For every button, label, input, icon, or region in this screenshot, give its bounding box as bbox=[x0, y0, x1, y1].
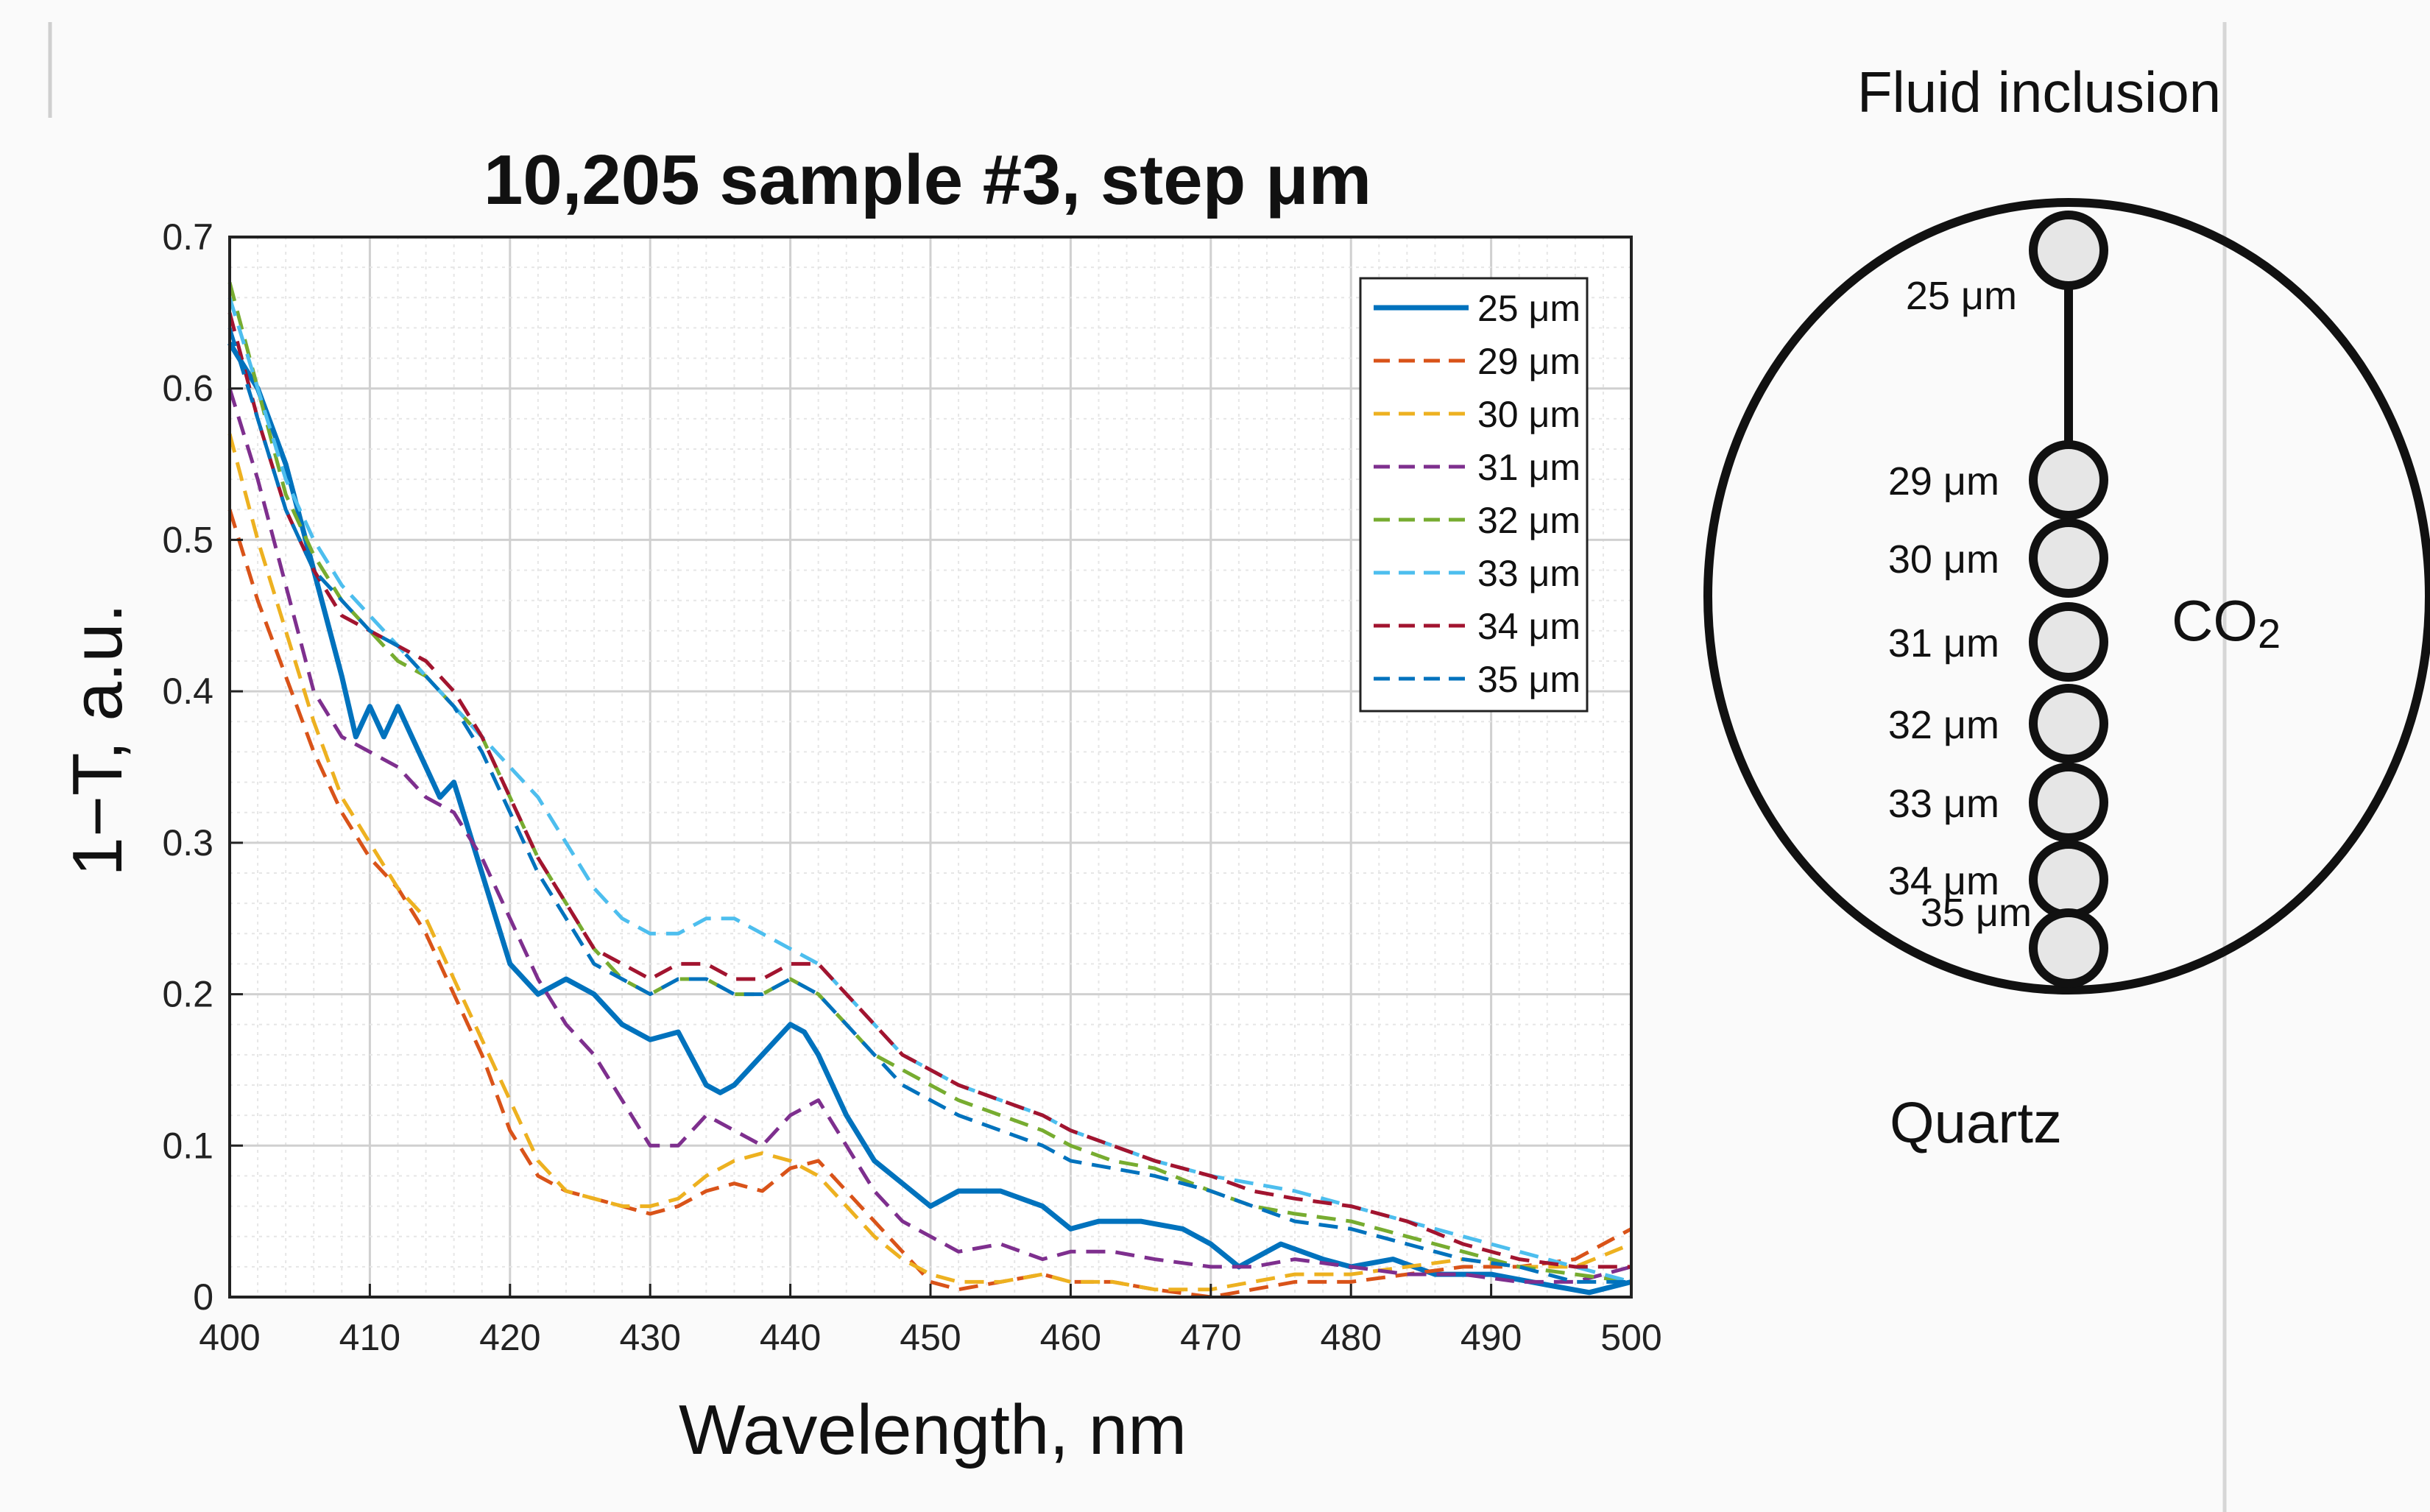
x-tick-label: 420 bbox=[479, 1317, 540, 1358]
y-tick-label: 0.7 bbox=[162, 216, 213, 258]
measurement-point-label: 33 μm bbox=[1888, 782, 1999, 826]
series-line-3 bbox=[227, 433, 1632, 1292]
measurement-point bbox=[2029, 908, 2108, 988]
measurement-point bbox=[2029, 763, 2108, 842]
legend: 25 μm 29 μm 30 μm 31 μm 32 μm 33 μm 34 μm 35 μm bbox=[1359, 277, 1589, 713]
y-tick-label: 0 bbox=[193, 1276, 213, 1318]
legend-label: 30 μm bbox=[1477, 394, 1580, 435]
series-line-4 bbox=[227, 387, 1632, 1284]
x-tick-label: 450 bbox=[900, 1317, 961, 1358]
y-tick-label: 0.6 bbox=[162, 368, 213, 409]
measurement-point bbox=[2029, 440, 2108, 520]
x-axis-label: Wavelength, nm bbox=[679, 1391, 1187, 1469]
series-group bbox=[227, 282, 1633, 1299]
measurement-point-label: 34 μm bbox=[1888, 859, 1999, 903]
measurement-point bbox=[2029, 684, 2108, 763]
x-tick-label: 460 bbox=[1040, 1317, 1101, 1358]
measurement-point bbox=[2029, 518, 2108, 598]
x-tick-label: 500 bbox=[1600, 1317, 1661, 1358]
ticks: 400 410 420 430 440 450 460 470 480 490 500 0 0.1 0.2… bbox=[162, 216, 1661, 1358]
legend-label: 35 μm bbox=[1477, 659, 1580, 700]
measurement-point-label: 35 μm bbox=[1921, 891, 2032, 935]
y-tick-label: 0.3 bbox=[162, 822, 213, 863]
gas-label: CO2 bbox=[2172, 588, 2281, 657]
legend-label: 34 μm bbox=[1477, 606, 1580, 647]
x-tick-label: 430 bbox=[619, 1317, 680, 1358]
y-tick-label: 0.2 bbox=[162, 974, 213, 1015]
x-tick-label: 440 bbox=[760, 1317, 821, 1358]
measurement-point-label: 25 μm bbox=[1906, 274, 2017, 318]
series-line-7 bbox=[227, 312, 1631, 1269]
y-tick-label: 0.4 bbox=[162, 671, 213, 712]
x-tick-label: 480 bbox=[1320, 1317, 1381, 1358]
x-tick-label: 400 bbox=[199, 1317, 260, 1358]
chart-title: 10,205 sample #3, step μm bbox=[484, 141, 1371, 219]
measurement-point bbox=[2029, 840, 2108, 919]
series-line-5 bbox=[227, 282, 1632, 1284]
diagram-title: Fluid inclusion bbox=[1857, 60, 2221, 124]
x-tick-label: 470 bbox=[1180, 1317, 1241, 1358]
x-tick-label: 410 bbox=[339, 1317, 400, 1358]
legend-label: 29 μm bbox=[1477, 341, 1580, 382]
x-tick-label: 490 bbox=[1461, 1317, 1522, 1358]
host-label: Quartz bbox=[1890, 1090, 2062, 1155]
legend-label: 25 μm bbox=[1477, 288, 1580, 329]
measurement-point-label: 31 μm bbox=[1888, 621, 1999, 665]
series-line-2 bbox=[227, 509, 1633, 1299]
y-tick-label: 0.1 bbox=[162, 1125, 213, 1166]
legend-label: 32 μm bbox=[1477, 500, 1580, 541]
y-tick-label: 0.5 bbox=[162, 519, 213, 560]
fluid-inclusion-diagram: Fluid inclusion 25 μm 29 μm 30 μm 31 μm 32 μ… bbox=[1703, 60, 2430, 1155]
measurement-point bbox=[2029, 211, 2108, 290]
legend-label: 31 μm bbox=[1477, 447, 1580, 488]
series-line-8 bbox=[227, 327, 1631, 1284]
legend-label: 33 μm bbox=[1477, 553, 1580, 594]
series-line-1 bbox=[227, 342, 1632, 1296]
legend-box bbox=[1359, 277, 1589, 713]
measurement-point-label: 30 μm bbox=[1888, 537, 1999, 582]
measurement-point-label: 32 μm bbox=[1888, 703, 1999, 747]
inclusion-ellipse bbox=[1703, 198, 2430, 995]
y-axis-label: 1−T, a.u. bbox=[58, 604, 137, 877]
gas-label-main: CO bbox=[2172, 588, 2258, 653]
measurement-point-label: 29 μm bbox=[1888, 459, 1999, 504]
measurement-point bbox=[2029, 602, 2108, 682]
gas-label-subscript: 2 bbox=[2258, 610, 2281, 657]
